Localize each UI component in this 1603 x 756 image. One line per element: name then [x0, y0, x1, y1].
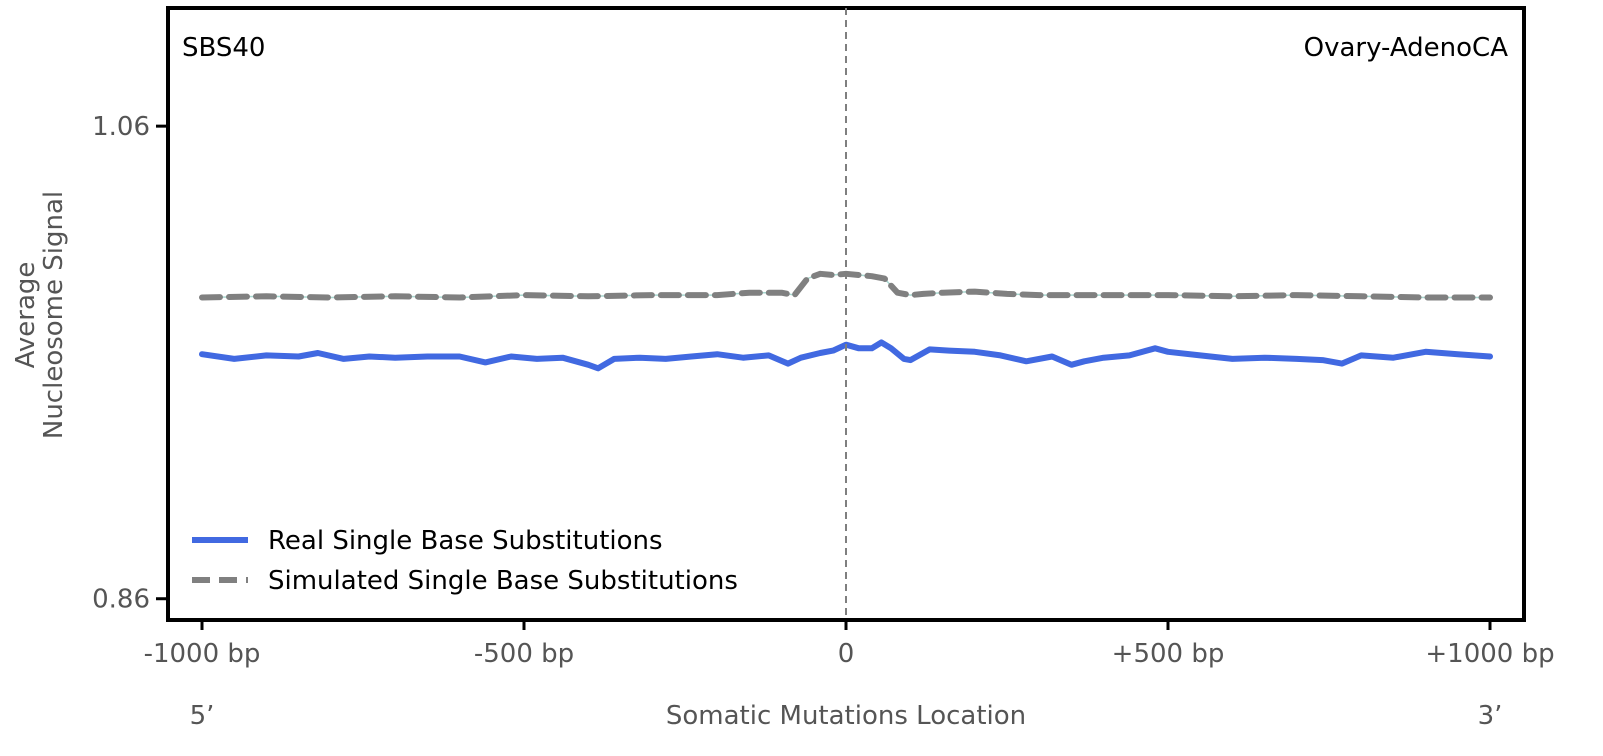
x-axis-label: Somatic Mutations Location	[666, 701, 1026, 731]
y-axis-ticks: 1.06 0.86	[92, 112, 168, 615]
three-prime-label: 3’	[1478, 701, 1503, 731]
x-axis-ticks: -1000 bp -500 bp 0 +500 bp +1000 bp	[144, 620, 1555, 669]
legend: Real Single Base Substitutions Simulated…	[192, 526, 738, 596]
x-tick-label: +500 bp	[1112, 639, 1225, 669]
x-tick-label: -500 bp	[474, 639, 574, 669]
x-tick-label: -1000 bp	[144, 639, 261, 669]
series-line-simulated	[199, 270, 1493, 301]
y-tick-label: 0.86	[92, 585, 150, 615]
y-axis-label-line1: Average	[11, 262, 41, 369]
signature-label: SBS40	[182, 33, 265, 63]
x-tick-label: +1000 bp	[1425, 639, 1554, 669]
y-axis-label-line2: Nucleosome Signal	[39, 191, 69, 439]
five-prime-label: 5’	[190, 701, 215, 731]
y-tick-label: 1.06	[92, 112, 150, 142]
legend-label-simulated: Simulated Single Base Substitutions	[268, 566, 738, 596]
legend-label-real: Real Single Base Substitutions	[268, 526, 663, 556]
cancer-type-label: Ovary-AdenoCA	[1304, 33, 1509, 63]
x-tick-label: 0	[838, 639, 855, 669]
series-line-real	[199, 339, 1493, 372]
series-layer	[199, 270, 1493, 372]
